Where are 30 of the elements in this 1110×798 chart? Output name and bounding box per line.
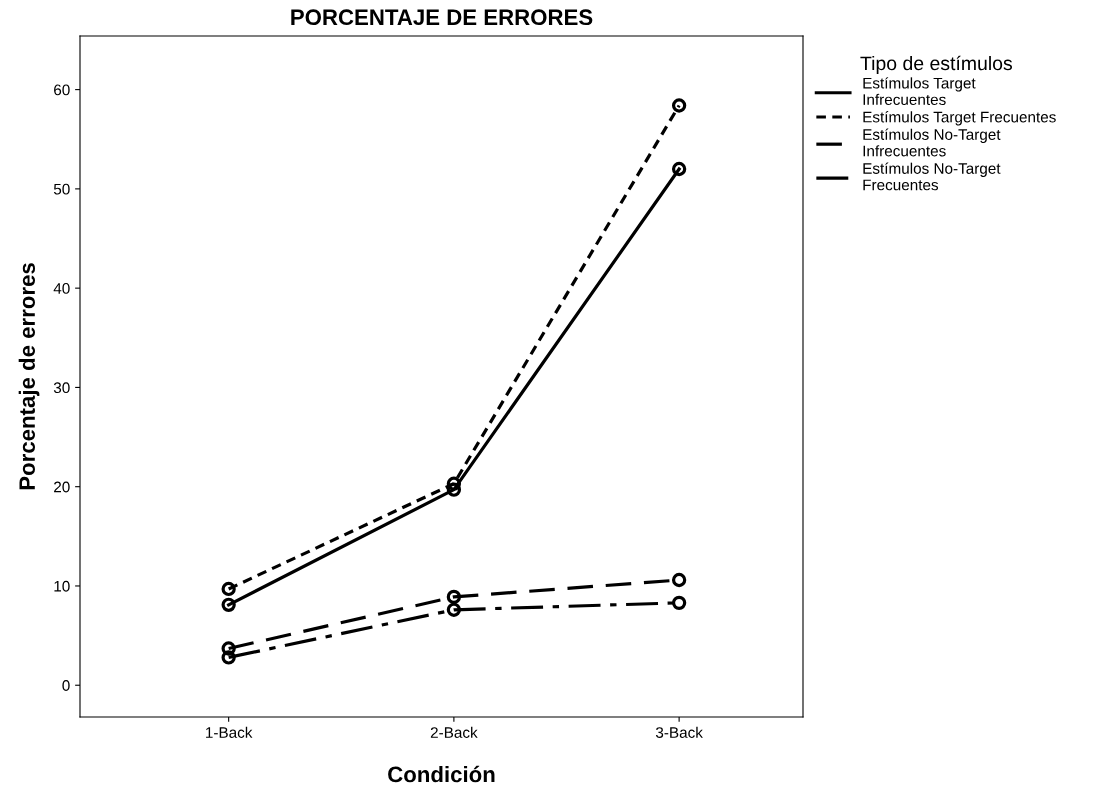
y-tick-label: 50 bbox=[53, 183, 70, 195]
point bbox=[671, 98, 687, 113]
point bbox=[671, 595, 687, 610]
x-tick-label: 1-Back bbox=[206, 726, 253, 738]
point bbox=[671, 572, 687, 588]
point bbox=[446, 589, 462, 605]
legend-label: Estímulos Target Frecuentes bbox=[863, 111, 1056, 126]
point bbox=[221, 597, 236, 612]
x-tick-label: 2-Back bbox=[430, 726, 478, 738]
point bbox=[221, 641, 236, 656]
y-axis-title: Porcentaje de errores bbox=[18, 263, 40, 490]
point bbox=[221, 650, 236, 665]
y-tick-label: 30 bbox=[53, 382, 70, 394]
legend-title: Tipo de estímulos bbox=[860, 55, 1013, 75]
point bbox=[221, 581, 236, 597]
point bbox=[671, 161, 687, 177]
legend-label: Estímulos Target Infrecuentes bbox=[863, 77, 976, 105]
y-tick-label: 20 bbox=[54, 481, 70, 493]
y-tick-label: 60 bbox=[54, 84, 70, 96]
point bbox=[446, 482, 462, 497]
y-tick-label: 10 bbox=[54, 580, 70, 592]
chart-title: PORCENTAJE DE ERRORES bbox=[291, 9, 593, 26]
x-axis-title: Condición bbox=[388, 765, 495, 783]
legend-label: Estímulos No-Target Frecuentes bbox=[863, 162, 1001, 191]
legend-label: Estímulos No-Target Infrecuentes bbox=[863, 128, 1001, 157]
point bbox=[446, 476, 462, 491]
x-tick-label: 3-Back bbox=[655, 726, 703, 738]
y-tick-label: 40 bbox=[53, 283, 70, 294]
point bbox=[446, 602, 462, 617]
y-tick-label: 0 bbox=[62, 680, 70, 691]
